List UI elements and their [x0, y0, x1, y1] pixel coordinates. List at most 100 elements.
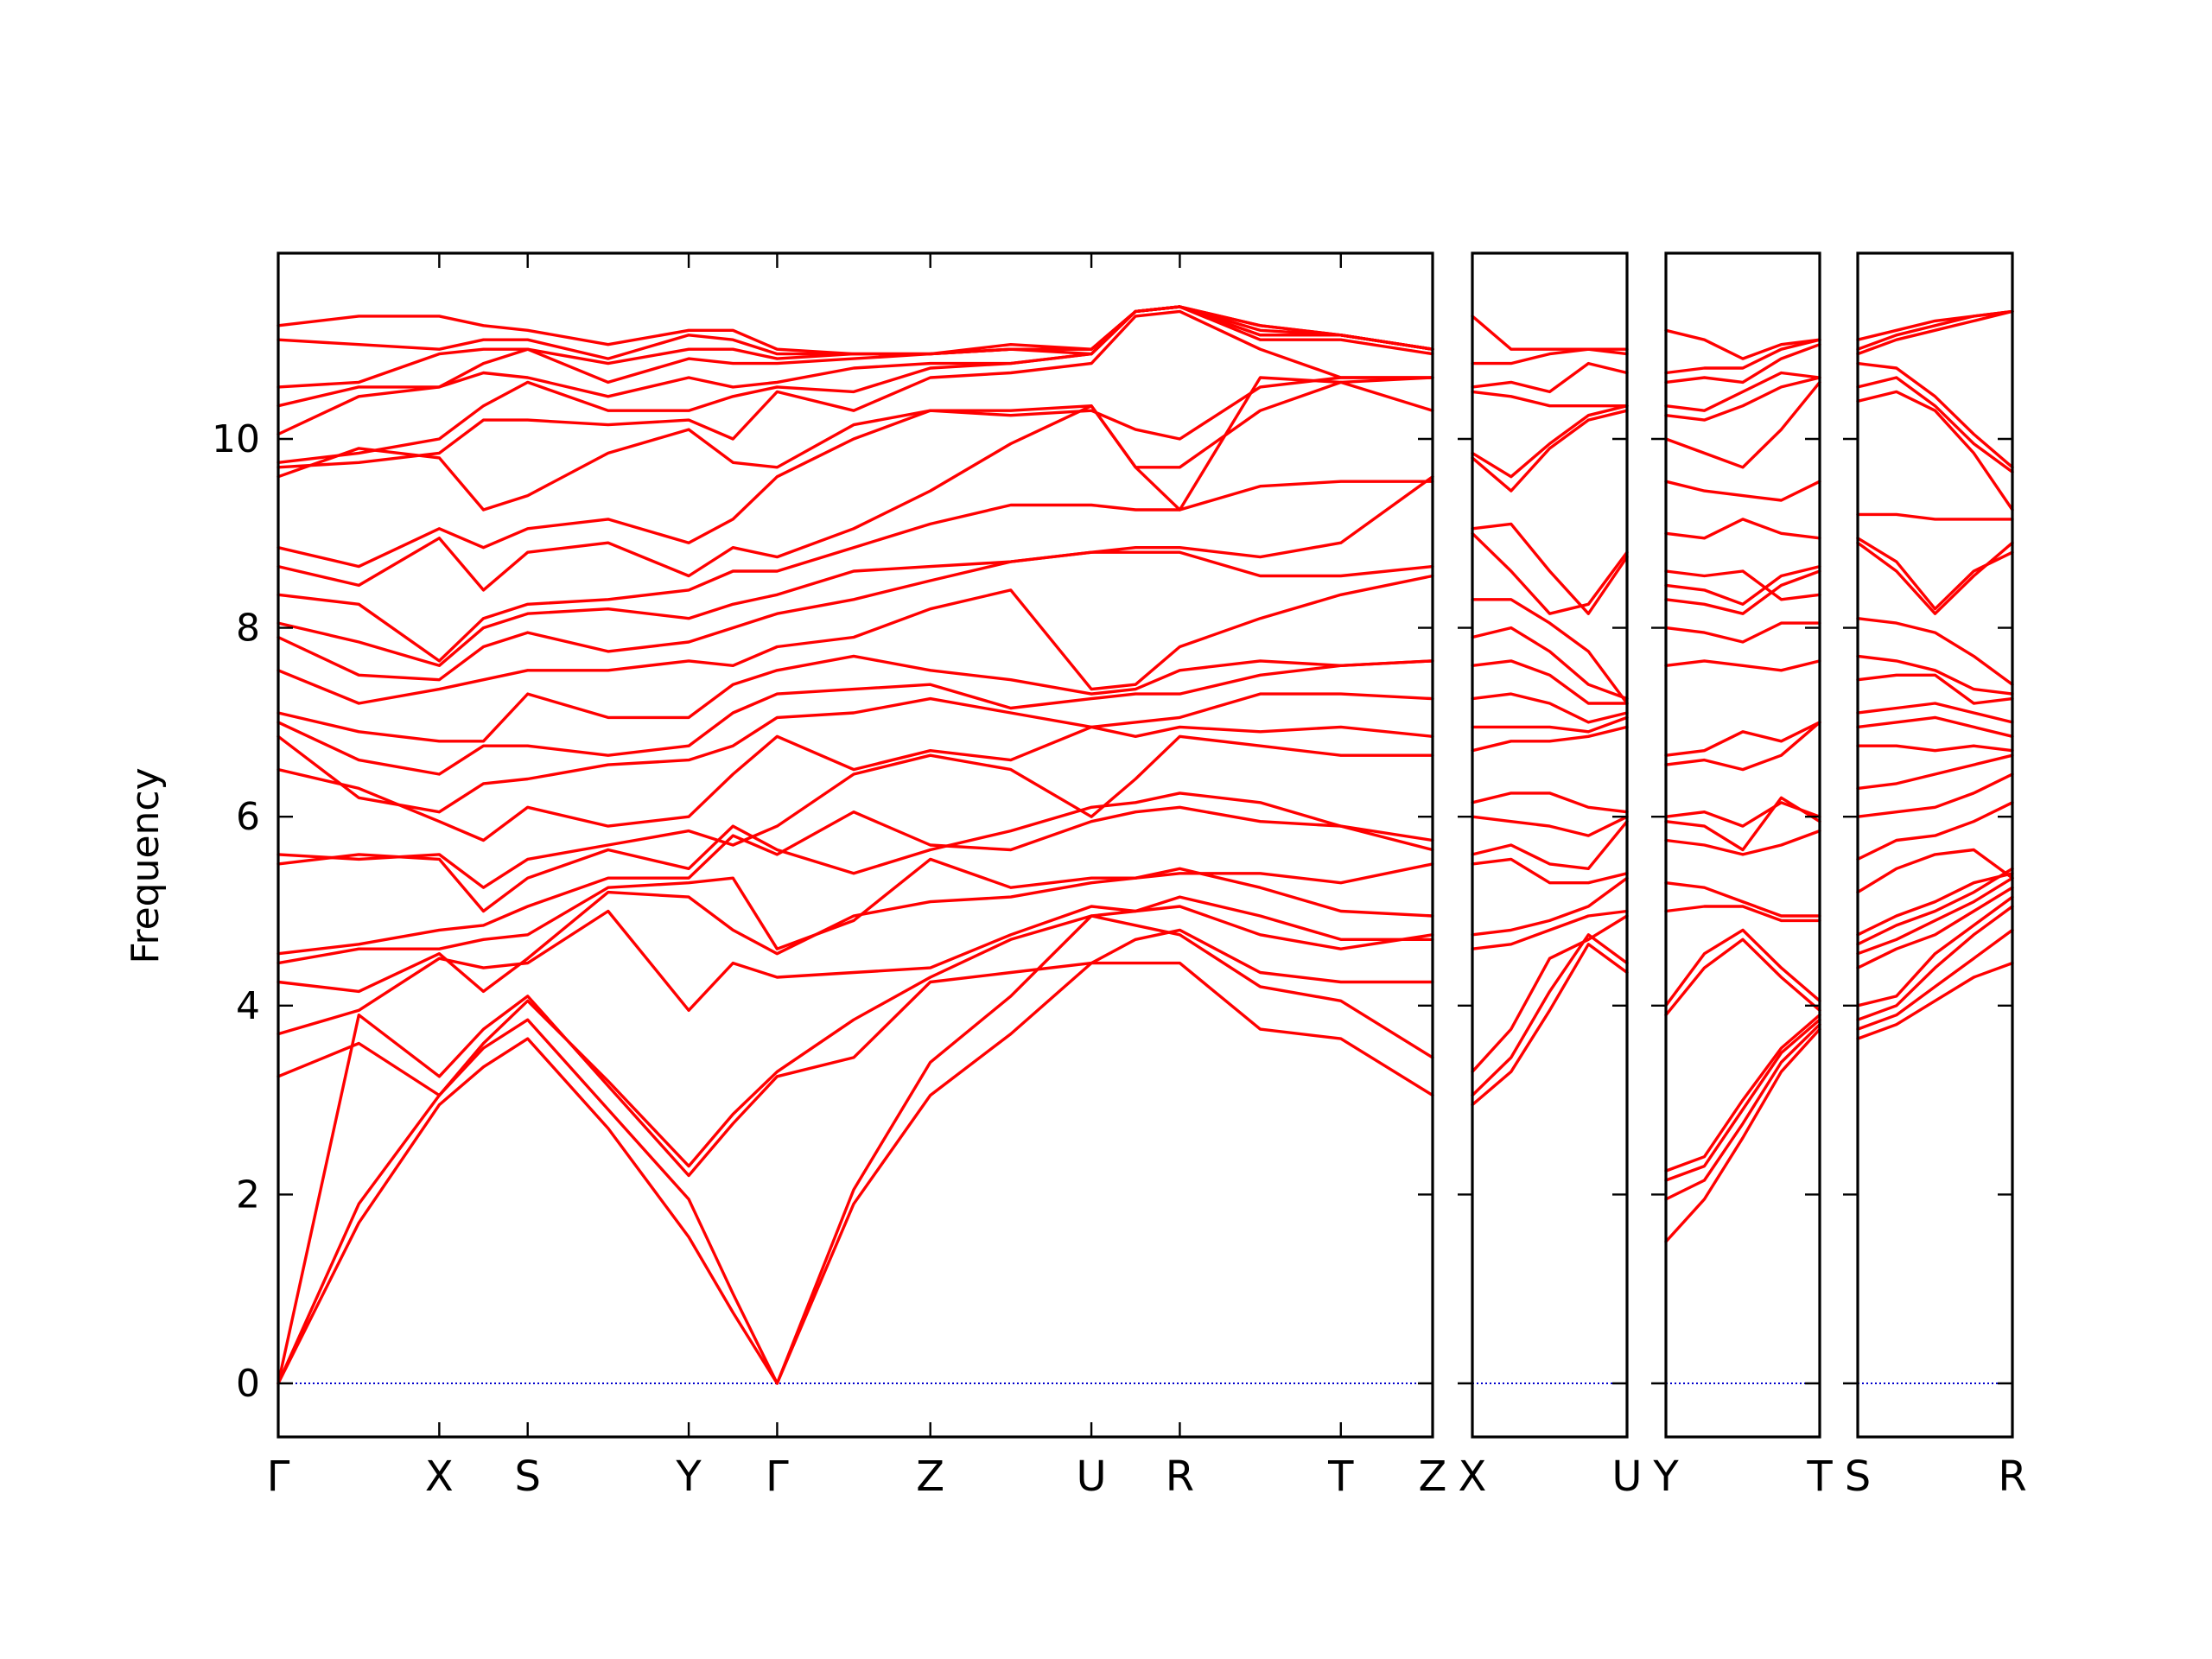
panel-frame — [1664, 251, 1821, 1439]
phonon-branch — [1471, 791, 1629, 814]
high-symmetry-label: U — [1077, 1452, 1107, 1501]
phonon-branch — [1471, 692, 1629, 724]
y-tick-label: 0 — [236, 1362, 260, 1406]
phonon-branch — [1471, 361, 1629, 394]
phonon-branch — [1664, 659, 1821, 672]
phonon-branch — [1664, 328, 1821, 360]
phonon-branch — [1471, 914, 1629, 1073]
y-tick-label: 2 — [236, 1173, 260, 1217]
phonon-branch — [1664, 569, 1821, 615]
phonon-branch — [276, 734, 1434, 889]
phonon-branch — [276, 791, 1434, 913]
high-symmetry-label: Y — [1652, 1452, 1679, 1501]
high-symmetry-label: R — [1998, 1452, 2026, 1501]
phonon-branch — [1471, 659, 1629, 705]
phonon-branch — [1471, 315, 1629, 351]
phonon-branch — [1471, 404, 1629, 479]
phonon-branch — [1856, 876, 2014, 956]
phonon-branch — [1856, 361, 2014, 469]
phonon-branch — [1471, 390, 1629, 408]
high-symmetry-label: Y — [675, 1452, 702, 1501]
high-symmetry-label: U — [1611, 1452, 1642, 1501]
phonon-branch — [276, 380, 1434, 592]
phonon-branch — [1664, 338, 1821, 375]
phonon-branch — [1664, 480, 1821, 502]
phonon-branch — [276, 857, 1434, 965]
high-symmetry-label: Z — [916, 1452, 944, 1501]
phonon-branch — [1471, 725, 1629, 753]
phonon-branch — [276, 475, 1434, 667]
phonon-branch — [276, 574, 1434, 705]
phonon-branch — [276, 914, 1434, 1385]
phonon-branch — [1856, 895, 2014, 1007]
phonon-branch — [1856, 772, 2014, 818]
phonon-branch — [1856, 376, 2014, 474]
phonon-branch — [1471, 943, 1629, 1107]
phonon-branch — [1856, 961, 2014, 1040]
phonon-branch — [1471, 598, 1629, 705]
phonon-branch — [1664, 380, 1821, 469]
phonon-branch — [1856, 309, 2014, 356]
phonon-branch — [1856, 512, 2014, 521]
phonon-branch — [1664, 1023, 1821, 1201]
phonon-branch — [1471, 409, 1629, 493]
phonon-branch — [1664, 518, 1821, 540]
phonon-branch — [1471, 820, 1629, 870]
phonon-branch — [1664, 905, 1821, 923]
high-symmetry-label: S — [514, 1452, 540, 1501]
phonon-branch — [1664, 1027, 1821, 1243]
phonon-branch — [276, 659, 1434, 776]
phonon-branch — [1664, 881, 1821, 918]
phonon-branch — [276, 805, 1434, 956]
phonon-branch — [1664, 1018, 1821, 1182]
y-axis-label: Frequency — [124, 767, 168, 963]
phonon-branch — [1471, 857, 1629, 885]
high-symmetry-label: S — [1845, 1452, 1871, 1501]
phonon-branch — [1664, 371, 1821, 412]
high-symmetry-label: T — [1806, 1452, 1833, 1501]
phonon-branch — [276, 480, 1434, 663]
phonon-branch — [1856, 928, 2014, 1031]
high-symmetry-label: T — [1327, 1452, 1354, 1501]
phonon-branch — [1856, 390, 2014, 512]
high-symmetry-label: X — [1459, 1452, 1487, 1501]
phonon-branch — [1856, 744, 2014, 753]
phonon-branch — [1856, 309, 2014, 341]
phonon-branch — [1664, 376, 1821, 422]
phonon-branch — [1856, 715, 2014, 738]
phonon-branch — [1856, 673, 2014, 705]
phonon-branch — [1664, 569, 1821, 601]
phonon-branch — [1856, 654, 2014, 696]
y-tick-label: 8 — [236, 607, 260, 651]
phonon-branch — [1856, 867, 2014, 946]
y-tick-label: 10 — [212, 417, 260, 461]
phonon-branch — [276, 376, 1434, 569]
phonon-branch — [276, 305, 1434, 360]
phonon-branch — [1664, 721, 1821, 757]
phonon-branch — [1471, 715, 1629, 734]
phonon-branch — [1856, 905, 2014, 1021]
high-symmetry-label: X — [425, 1452, 454, 1501]
phonon-branch — [1471, 876, 1629, 937]
phonon-branch — [1664, 564, 1821, 606]
phonon-branch — [276, 692, 1434, 814]
phonon-branch — [1856, 801, 2014, 861]
phonon-branch — [1471, 815, 1629, 837]
phonon-branch — [1664, 1014, 1821, 1173]
phonon-branch — [1664, 796, 1821, 852]
phonon-branch — [276, 725, 1434, 842]
high-symmetry-label: Γ — [766, 1452, 789, 1501]
phonon-branch — [276, 905, 1434, 1168]
panel-frame — [1856, 251, 2014, 1439]
phonon-branch — [1664, 621, 1821, 644]
phonon-branch — [1471, 626, 1629, 701]
phonon-branch — [1664, 938, 1821, 1017]
phonon-branch — [1471, 522, 1629, 615]
phonon-branch — [1664, 829, 1821, 856]
phonon-branch — [1856, 617, 2014, 686]
